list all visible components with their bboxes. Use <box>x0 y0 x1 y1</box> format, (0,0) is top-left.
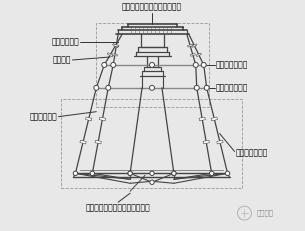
Circle shape <box>194 85 199 90</box>
Circle shape <box>150 171 154 176</box>
Text: 变形测量机构静平台（固定）: 变形测量机构静平台（固定） <box>122 2 182 11</box>
Polygon shape <box>196 53 201 57</box>
Circle shape <box>225 171 230 176</box>
Circle shape <box>102 62 107 67</box>
Polygon shape <box>192 44 197 47</box>
Text: 弹性轴承: 弹性轴承 <box>53 55 71 64</box>
Polygon shape <box>113 43 118 48</box>
Polygon shape <box>112 54 117 56</box>
Text: 多维力加载机构: 多维力加载机构 <box>235 148 268 157</box>
Circle shape <box>128 171 132 176</box>
Polygon shape <box>114 45 119 47</box>
Text: 测量机构动平台: 测量机构动平台 <box>216 61 248 70</box>
Circle shape <box>94 85 99 90</box>
Polygon shape <box>211 117 217 121</box>
Text: 三维力传感器: 三维力传感器 <box>30 112 58 121</box>
Circle shape <box>149 85 155 90</box>
Polygon shape <box>199 117 205 121</box>
Text: 加载机构动平台: 加载机构动平台 <box>216 83 248 92</box>
Polygon shape <box>190 53 196 56</box>
Circle shape <box>172 171 176 176</box>
Circle shape <box>106 85 111 90</box>
Circle shape <box>193 62 198 67</box>
Polygon shape <box>107 53 113 57</box>
Polygon shape <box>85 117 92 121</box>
Circle shape <box>111 62 116 67</box>
Polygon shape <box>99 117 106 121</box>
Text: 多维力加载机构静平台（固定）: 多维力加载机构静平台（固定） <box>86 204 151 213</box>
Polygon shape <box>80 140 86 144</box>
Circle shape <box>172 171 176 176</box>
Circle shape <box>149 62 155 67</box>
Circle shape <box>201 62 206 67</box>
Bar <box>96 23 209 107</box>
Circle shape <box>210 171 214 176</box>
Circle shape <box>73 171 78 176</box>
Polygon shape <box>217 140 223 144</box>
Circle shape <box>128 171 132 176</box>
Text: 豆沙冒库: 豆沙冒库 <box>257 210 273 216</box>
Polygon shape <box>95 140 101 144</box>
Bar <box>60 99 242 188</box>
Polygon shape <box>203 140 209 144</box>
Text: 变形测量机构: 变形测量机构 <box>52 38 79 47</box>
Circle shape <box>90 171 95 176</box>
Circle shape <box>150 180 154 185</box>
Circle shape <box>204 85 209 90</box>
Polygon shape <box>188 44 193 47</box>
